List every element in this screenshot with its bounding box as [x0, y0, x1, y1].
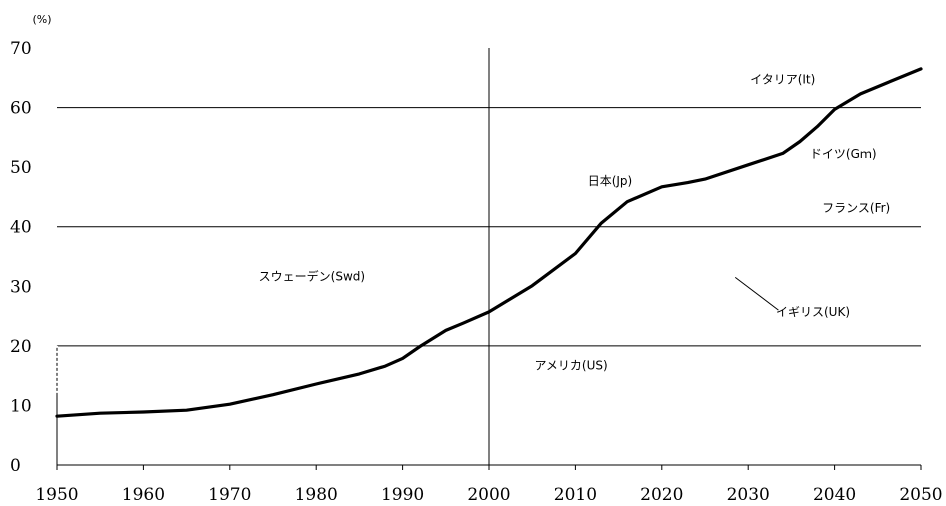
x-tick-label: 1990 — [381, 485, 424, 505]
annotation-label: 日本(Jp) — [588, 174, 633, 188]
y-tick-label: 40 — [10, 218, 32, 238]
annotation-pointer-line — [734, 276, 779, 311]
annotations: イタリア(It) ドイツ(Gｍ) 日本(Jp) フランス(Fr) スウェーデン(Swd)… — [259, 73, 891, 373]
annotation-label: フランス(Fr) — [822, 201, 890, 215]
y-tick-label: 10 — [10, 396, 32, 416]
annotation-label: スウェーデン(Swd) — [259, 268, 365, 283]
annotation-label: イタリア(It) — [750, 73, 815, 87]
series-lines — [55, 67, 923, 418]
y-tick-label: 50 — [10, 158, 32, 178]
x-tick-label: 2030 — [727, 485, 770, 505]
x-tick-label: 2000 — [467, 485, 510, 505]
x-tick-label: 1970 — [208, 485, 251, 505]
x-tick-label: 2040 — [813, 485, 856, 505]
annotation-label: ドイツ(Gｍ) — [810, 147, 877, 161]
gridlines — [57, 48, 921, 465]
x-tick-label: 1960 — [122, 485, 165, 505]
x-tick-label: 2020 — [640, 485, 683, 505]
x-tick-label: 1950 — [35, 485, 78, 505]
x-tick-label: 2010 — [554, 485, 597, 505]
y-tick-label: 60 — [10, 99, 32, 119]
series-line-0 — [55, 67, 923, 418]
y-tick-label: 70 — [10, 39, 32, 59]
y-unit-label: (%) — [32, 13, 51, 26]
y-tick-label: 30 — [10, 277, 32, 297]
x-tick-label: 2050 — [899, 485, 942, 505]
y-tick-label: 0 — [10, 456, 21, 476]
annotation-label: アメリカ(US) — [534, 359, 607, 373]
annotation-label: イギリス(UK) — [776, 305, 850, 319]
x-tick-label: 1980 — [295, 485, 338, 505]
y-tick-label: 20 — [10, 337, 32, 357]
